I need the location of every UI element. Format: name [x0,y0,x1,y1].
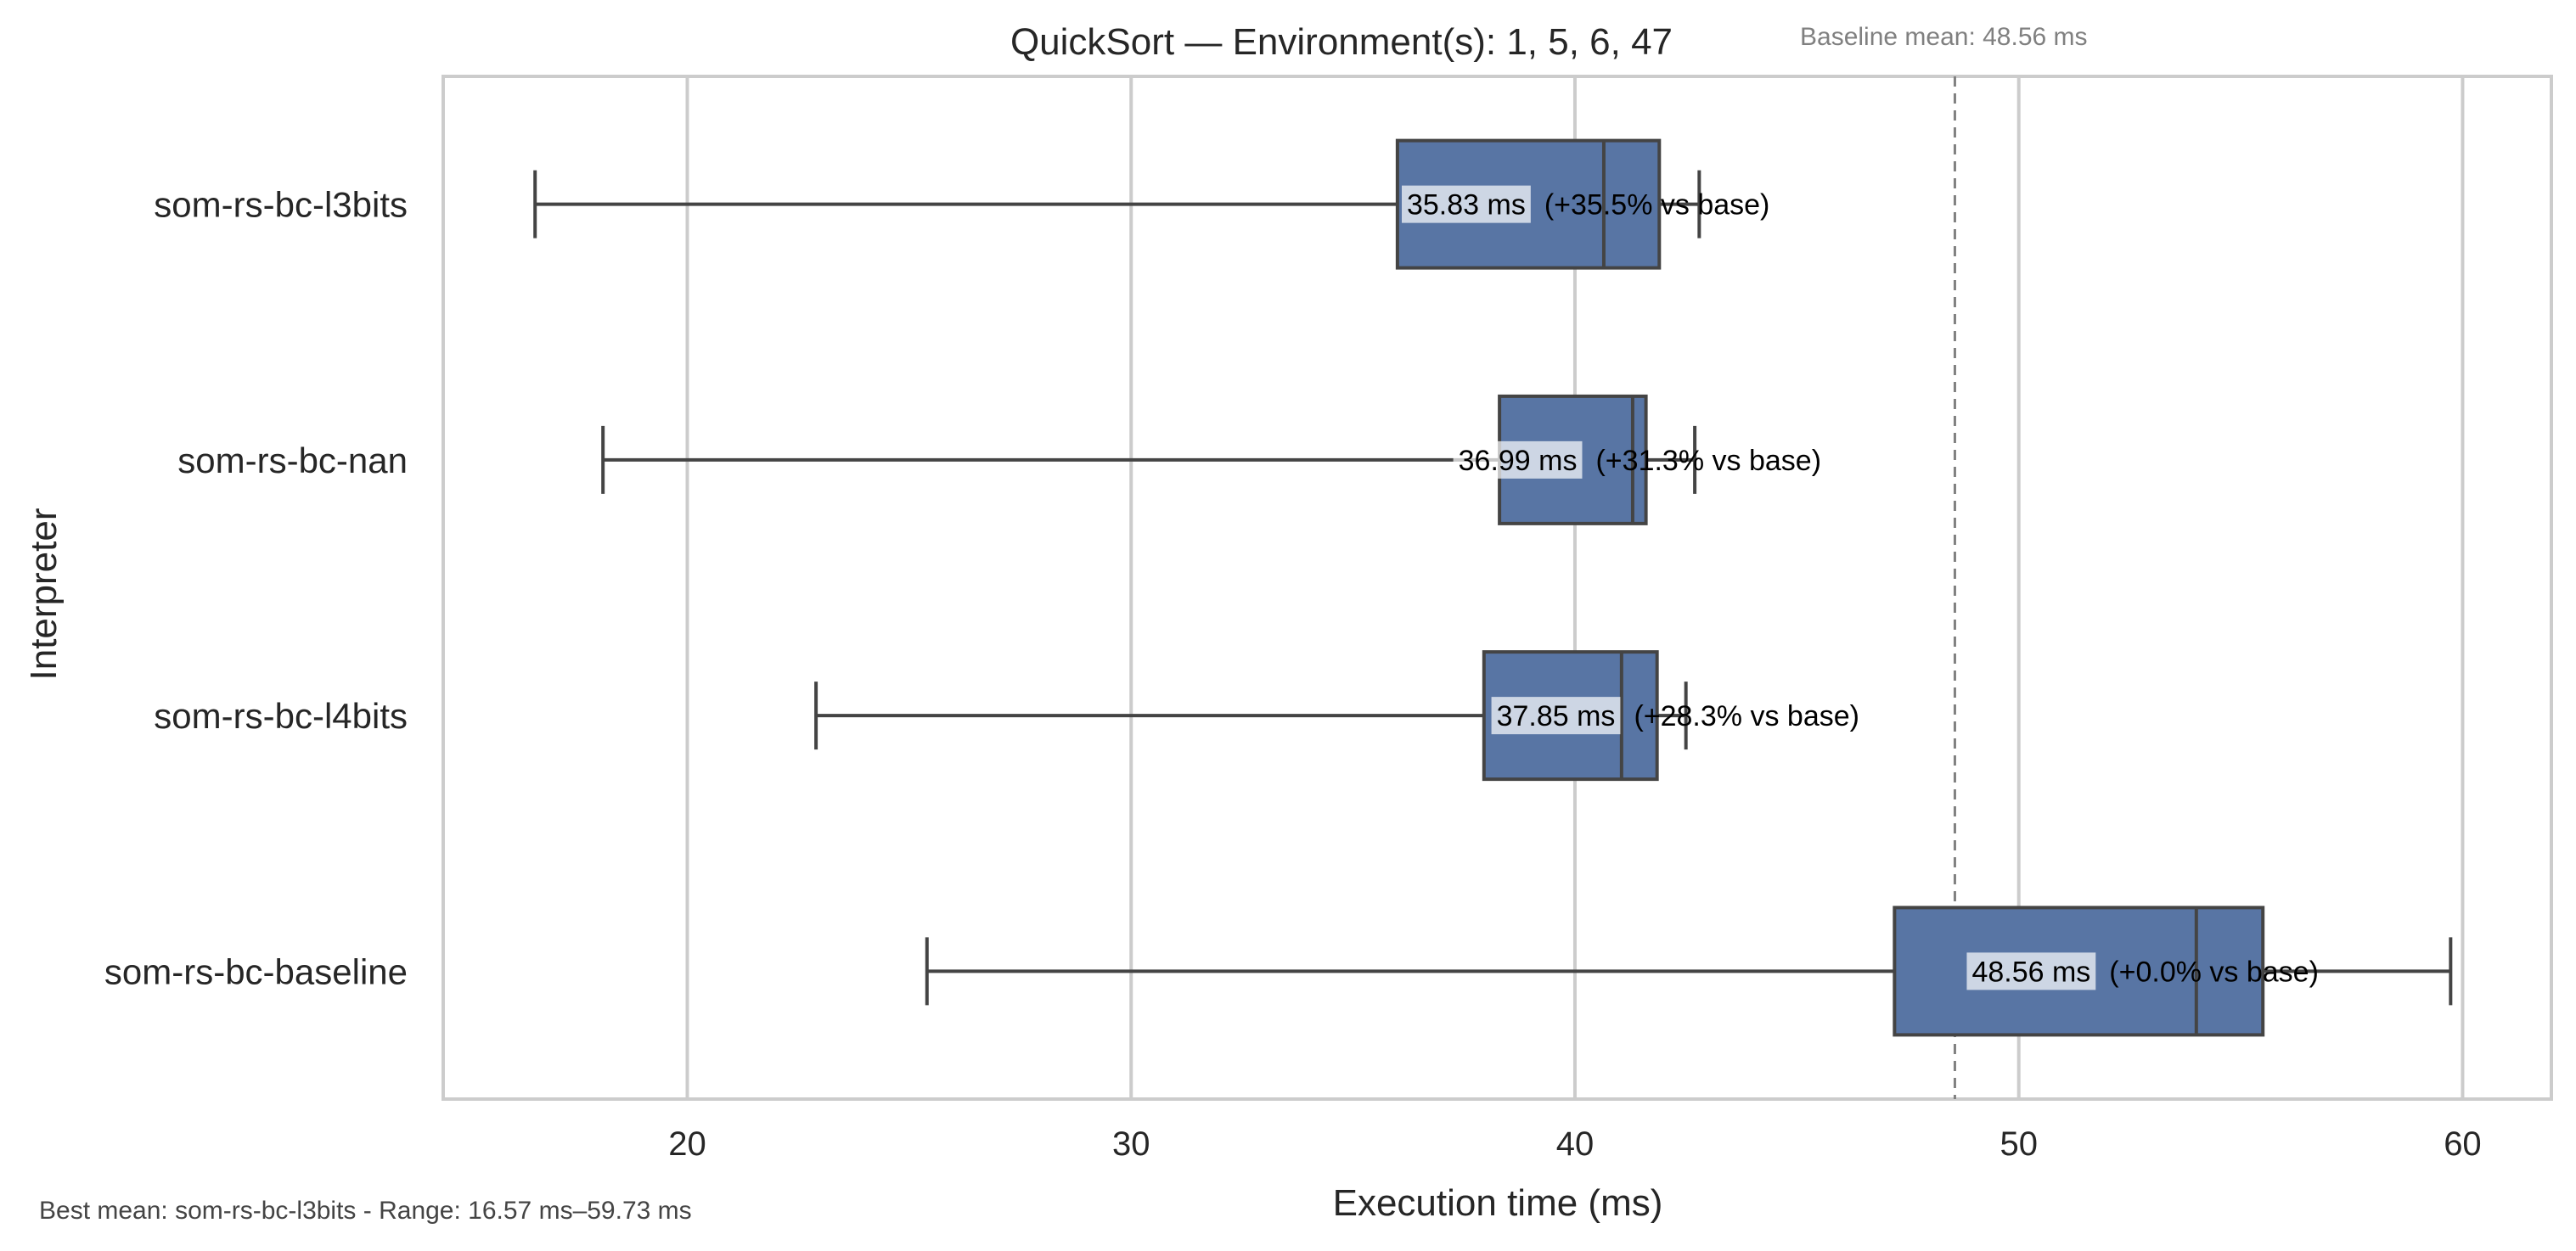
x-tick-label: 60 [2444,1125,2482,1163]
y-category-labels: som-rs-bc-l3bits som-rs-bc-nan som-rs-bc-l… [104,185,408,992]
delta-vs-base-label: (+31.3% vs base) [1595,445,1821,477]
mean-label-background [1491,697,1621,735]
mean-value-label: 37.85 ms [1497,700,1616,732]
x-tick-label: 40 [1556,1125,1595,1163]
annotation-som-rs-bc-l3bits: 35.83 ms (+35.5% vs base) [1401,185,1770,223]
mean-value-label: 36.99 ms [1459,445,1578,477]
x-tick-labels: 20 30 40 50 60 [668,1125,2481,1163]
annotation-som-rs-bc-nan: 36.99 ms (+31.3% vs base) [1453,440,1821,479]
x-tick-label: 50 [1999,1125,2038,1163]
mean-label-background [1453,440,1583,479]
y-category-label: som-rs-bc-baseline [104,951,408,991]
mean-label-background [1966,952,2096,990]
x-tick-label: 30 [1112,1125,1150,1163]
box-series [533,138,2453,1037]
delta-vs-base-label: (+0.0% vs base) [2109,956,2319,988]
annotation-som-rs-bc-l4bits: 37.85 ms (+28.3% vs base) [1491,697,1859,735]
y-category-label: som-rs-bc-nan [177,440,408,480]
y-category-label: som-rs-bc-l3bits [154,185,408,225]
mean-value-label: 48.56 ms [1971,956,2090,988]
mean-label-background [1401,185,1531,223]
y-category-label: som-rs-bc-l4bits [154,696,408,736]
y-axis-label: Interpreter [23,508,65,681]
chart-title: QuickSort — Environment(s): 1, 5, 6, 47 [1010,21,1673,63]
box-annotations: 35.83 ms (+35.5% vs base) 36.99 ms (+31.3% … [1401,185,2319,990]
plot-frame [442,75,2553,1101]
delta-vs-base-label: (+28.3% vs base) [1634,700,1859,732]
delta-vs-base-label: (+35.5% vs base) [1544,189,1770,222]
annotation-som-rs-bc-baseline: 48.56 ms (+0.0% vs base) [1966,952,2319,990]
footnote: Best mean: som-rs-bc-l3bits - Range: 16.… [39,1197,692,1225]
x-axis-label: Execution time (ms) [1333,1182,1663,1224]
x-tick-label: 20 [668,1125,706,1163]
reference-line-label: Baseline mean: 48.56 ms [1800,23,2088,51]
mean-value-label: 35.83 ms [1407,189,1526,222]
